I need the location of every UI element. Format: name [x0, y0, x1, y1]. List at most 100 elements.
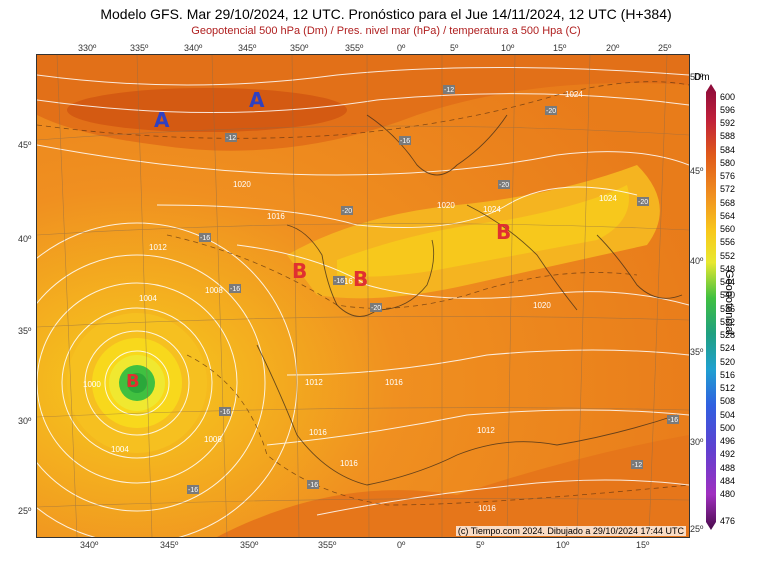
pressure-label: 1008 — [204, 435, 222, 444]
colorbar-level: 556 — [720, 237, 736, 247]
pressure-label: 1004 — [139, 294, 157, 303]
temp-badge: -16 — [229, 284, 241, 293]
colorbar-level: 568 — [720, 198, 736, 208]
high-pressure-marker: A — [249, 88, 265, 112]
temp-badge: -16 — [333, 276, 345, 285]
colorbar-level: 576 — [720, 171, 736, 181]
lon-tick: 5º — [450, 43, 459, 53]
lat-tick: 45º — [18, 140, 32, 150]
temp-badge: -16 — [187, 485, 199, 494]
pressure-label: 1020 — [533, 301, 551, 310]
temp-badge: -20 — [545, 106, 557, 115]
colorbar-level: 488 — [720, 463, 736, 473]
pressure-label: 1016 — [340, 459, 358, 468]
temp-label: -16 — [220, 409, 230, 416]
lat-tick: 45º — [690, 166, 704, 176]
pressure-label: 1012 — [149, 243, 167, 252]
ridge-core — [67, 88, 347, 132]
lon-tick: 15º — [636, 540, 650, 550]
low-pressure-marker: B — [353, 267, 369, 291]
map-subtitle: Geopotencial 500 hPa (Dm) / Pres. nivel … — [191, 25, 581, 37]
lon-tick: 10º — [556, 540, 570, 550]
pressure-label: 1024 — [599, 194, 617, 203]
colorbar-level: 500 — [720, 423, 736, 433]
lon-tick: 20º — [606, 43, 620, 53]
lon-tick: 0º — [397, 43, 406, 53]
temp-badge: -20 — [370, 303, 382, 312]
colorbar-level: 600 — [720, 92, 736, 102]
temp-label: -20 — [499, 182, 509, 189]
lat-tick: 35º — [690, 347, 704, 357]
temp-label: -16 — [668, 417, 678, 424]
colorbar-level: 496 — [720, 436, 736, 446]
lon-tick: 10º — [501, 43, 515, 53]
lon-tick: 355º — [345, 43, 364, 53]
colorbar-level: 508 — [720, 396, 736, 406]
lon-tick: 340º — [184, 43, 203, 53]
colorbar-level: 540 — [720, 290, 736, 300]
lon-tick: 345º — [238, 43, 257, 53]
pressure-label: 1016 — [309, 428, 327, 437]
high-pressure-marker: A — [154, 108, 170, 132]
temp-badge: -20 — [637, 197, 649, 206]
colorbar-level: 592 — [720, 118, 736, 128]
temperature-label-group: -12 -12 -16 -16 -20 -20 -20 -16 -20 -16 … — [187, 85, 679, 494]
colorbar-level: 512 — [720, 383, 736, 393]
colorbar-level: 560 — [720, 224, 736, 234]
low-pressure-marker: B — [496, 220, 512, 244]
temp-badge: -16 — [667, 415, 679, 424]
temp-label: -16 — [308, 482, 318, 489]
lon-tick: 350º — [290, 43, 309, 53]
graticule — [37, 55, 689, 537]
lat-tick: 25º — [690, 524, 704, 534]
colorbar-level: 544 — [720, 277, 736, 287]
colorbar-level: 536 — [720, 304, 736, 314]
lat-tick: 25º — [18, 506, 32, 516]
temp-label: -20 — [546, 108, 556, 115]
coastlines — [256, 114, 683, 486]
map-svg: 1024 1020 1016 1012 1008 1004 1000 1020 … — [37, 55, 689, 537]
temp-label: -12 — [444, 87, 454, 94]
pressure-label: 1016 — [478, 504, 496, 513]
colorbar-unit: Dm — [694, 72, 710, 83]
lon-tick: 345º — [160, 540, 179, 550]
pressure-label: 1024 — [565, 90, 583, 99]
pressure-label: 1024 — [483, 205, 501, 214]
lon-tick: 340º — [80, 540, 99, 550]
pressure-label: 1020 — [233, 180, 251, 189]
lat-tick: 30º — [690, 437, 704, 447]
temp-badge: -12 — [225, 133, 237, 142]
lon-tick: 15º — [553, 43, 567, 53]
lon-tick: 355º — [318, 540, 337, 550]
temp-label: -16 — [188, 487, 198, 494]
colorbar-level: 584 — [720, 145, 736, 155]
pressure-label: 1008 — [205, 286, 223, 295]
lat-tick: 40º — [18, 234, 32, 244]
credit-text: (c) Tiempo.com 2024. Dibujado a 29/10/20… — [455, 526, 686, 536]
pressure-label: 1020 — [437, 201, 455, 210]
lat-tick: 30º — [18, 416, 32, 426]
colorbar-level: 580 — [720, 158, 736, 168]
temp-label: -20 — [371, 305, 381, 312]
temp-badge: -20 — [498, 180, 510, 189]
lon-tick: 5º — [476, 540, 485, 550]
lon-tick: 0º — [397, 540, 406, 550]
temp-label: -20 — [342, 208, 352, 215]
temp-label: -12 — [226, 135, 236, 142]
colorbar-level: 564 — [720, 211, 736, 221]
colorbar-level: 516 — [720, 370, 736, 380]
lat-tick: 35º — [18, 326, 32, 336]
central-ridge-inner — [337, 185, 629, 277]
colorbar-level: 548 — [720, 264, 736, 274]
isobars — [37, 67, 689, 537]
forecast-map[interactable]: 1024 1020 1016 1012 1008 1004 1000 1020 … — [36, 54, 690, 538]
colorbar-level: 596 — [720, 105, 736, 115]
pressure-label: 1000 — [83, 380, 101, 389]
pressure-label-group: 1024 1020 1016 1012 1008 1004 1000 1020 … — [83, 90, 617, 513]
temp-badge: -12 — [443, 85, 455, 94]
low-core-center — [127, 373, 147, 393]
colorbar-svg — [706, 84, 716, 530]
lon-tick: 335º — [130, 43, 149, 53]
temp-label: -16 — [400, 138, 410, 145]
colorbar-level: 484 — [720, 476, 736, 486]
